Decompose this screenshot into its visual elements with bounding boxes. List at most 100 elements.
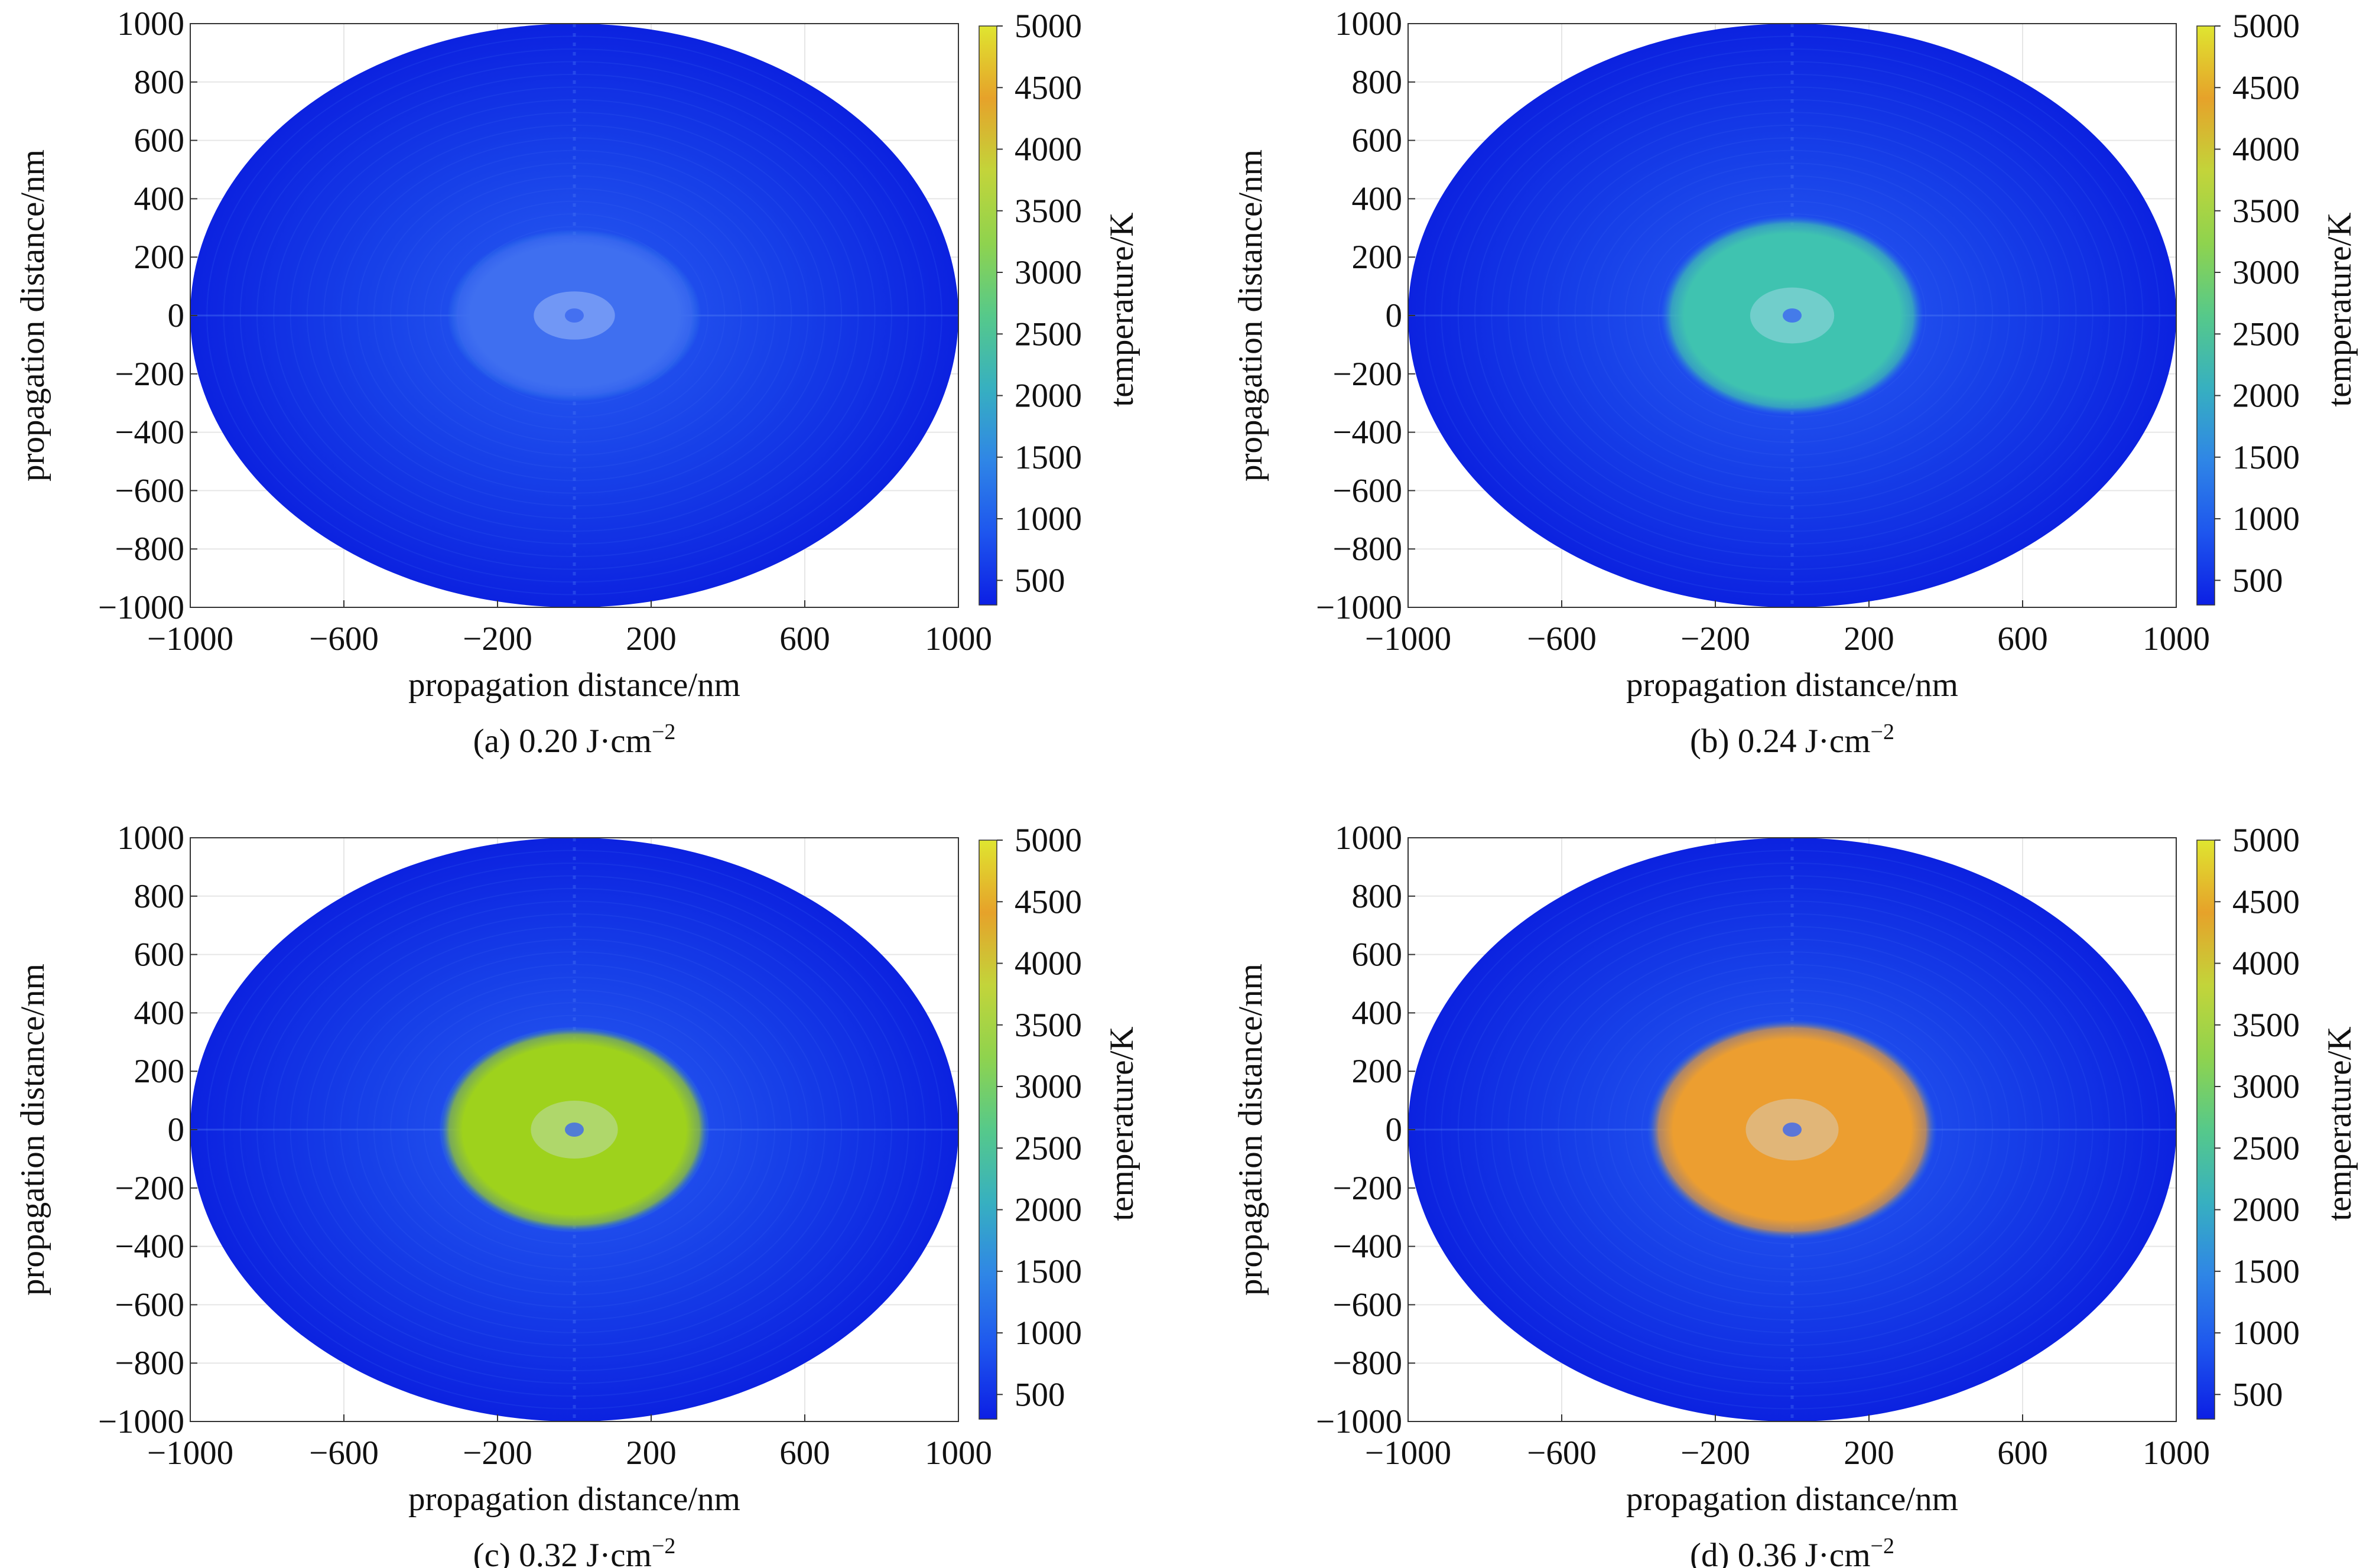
colorbar-tick-label: 4000 [2232,945,2300,983]
colorbar-tick-label: 3500 [2232,193,2300,230]
x-tick-label: 1000 [925,1434,992,1472]
y-tick-label: 200 [134,239,185,276]
heat-ring [273,900,876,1359]
heat-ring [1474,73,2110,558]
heat-ring [1424,850,2160,1410]
colorbar-tick-label: 4500 [2232,69,2300,106]
colorbar-tick-label: 5000 [2232,8,2300,45]
y-tick-label: −200 [115,1170,184,1207]
heat-ring [1491,900,2094,1359]
heat-ring [356,964,792,1296]
heat-ring [1558,951,2027,1308]
colorbar-tick-label: 2500 [1015,1130,1082,1167]
colorbar-tick-label: 500 [1015,562,1065,599]
colorbar-tick-label: 5000 [1015,8,1082,45]
panel-caption: (d) 0.36 J·cm−2 [1690,1534,1894,1568]
colorbar-label: temperature/K [1103,212,1140,406]
x-tick-label: −1000 [1365,1434,1451,1472]
y-tick-label: 1000 [1335,819,1402,857]
chart-panel-2: −1000 −600 −200 200 600 100010008006004002000… [14,819,1140,1568]
y-tick-label: 1000 [117,5,184,43]
y-axis-label: propagation distance/nm [14,149,51,482]
x-tick-label: 600 [779,1434,830,1472]
heat-ring [206,35,942,596]
colorbar-tick-label: 4500 [2232,883,2300,920]
y-tick-label: −1000 [1316,1403,1402,1440]
heat-ring [1624,1002,1960,1257]
caption-exponent: −2 [1871,1534,1894,1559]
heat-ring [1441,48,2144,583]
heat-ring [323,938,825,1321]
y-tick-label: −600 [1332,472,1402,509]
panel-caption: (b) 0.24 J·cm−2 [1690,720,1894,760]
y-tick-label: 600 [1352,936,1403,974]
hot-spot-center [1783,1123,1802,1137]
colorbar-label: temperature/K [2321,212,2358,406]
heat-ring [1541,938,2043,1321]
y-tick-label: 1000 [117,819,184,857]
heat-ring [290,913,859,1346]
x-tick-label: 200 [626,1434,677,1472]
x-tick-label: 1000 [2143,620,2210,658]
x-tick-label: 200 [1844,620,1894,658]
colorbar-tick-label: 1000 [2232,1315,2300,1352]
x-tick-label: −1000 [147,620,233,658]
colorbar-tick-label: 2000 [2232,378,2300,415]
panel-caption: (a) 0.20 J·cm−2 [473,720,676,760]
y-axis-label: propagation distance/nm [14,964,51,1296]
heat-ring [423,1014,726,1245]
heat-ring [1457,61,2127,570]
x-tick-label: −600 [309,1434,379,1472]
colorbar-tick-label: 4500 [1015,883,1082,920]
colorbar-tick-label: 3500 [2232,1007,2300,1044]
colorbar [2196,840,2215,1420]
heat-ring [1524,112,2060,519]
x-tick-label: 1000 [925,620,992,658]
heat-ring [340,951,809,1308]
colorbar-tick-label: 4000 [2232,131,2300,168]
colorbar-tick-label: 500 [2232,562,2283,599]
y-tick-label: −400 [1332,1228,1402,1266]
colorbar-tick-label: 1500 [2232,439,2300,476]
heat-ring [1657,213,1927,418]
y-axis-label: propagation distance/nm [1232,964,1269,1296]
colorbar-tick-label: 1500 [1015,439,1082,476]
heat-ring [1474,887,2110,1372]
heat-ring [373,162,776,469]
y-tick-label: −600 [115,472,184,509]
colorbar-tick-label: 4000 [1015,945,1082,983]
y-tick-label: −400 [115,414,184,451]
y-tick-label: −800 [115,1345,184,1382]
x-tick-label: −600 [1527,1434,1597,1472]
heat-ring [223,862,926,1397]
heat-ring [1424,35,2160,596]
x-axis-label: propagation distance/nm [408,1481,740,1518]
y-tick-label: 0 [1386,1111,1403,1149]
colorbar-tick-label: 4500 [1015,69,1082,106]
y-tick-label: −800 [115,531,184,568]
x-tick-label: 600 [779,620,830,658]
heat-ring [206,850,942,1410]
colorbar-label: temperature/K [2321,1026,2358,1221]
x-tick-label: −1000 [1365,620,1451,658]
caption-text: (c) 0.32 J·cm [473,1537,652,1568]
colorbar-tick-label: 4000 [1015,131,1082,168]
colorbar-tick-label: 3000 [1015,254,1082,291]
hot-spot-center [565,1123,584,1137]
x-axis-label: propagation distance/nm [1626,1481,1958,1518]
x-tick-label: −200 [1680,620,1750,658]
y-tick-label: 400 [1352,994,1403,1032]
heat-ring [1507,99,2077,532]
heat-ring [1524,926,2060,1333]
colorbar-tick-label: 2500 [1015,315,1082,353]
heat-ring [256,887,892,1372]
colorbar-tick-label: 5000 [1015,822,1082,859]
caption-text: (d) 0.36 J·cm [1690,1537,1871,1568]
heat-ring [407,188,742,443]
y-tick-label: −1000 [98,589,184,626]
y-tick-label: 200 [1352,239,1403,276]
x-tick-label: 200 [626,620,677,658]
colorbar-tick-label: 500 [1015,1376,1065,1413]
y-tick-label: 200 [1352,1053,1403,1090]
